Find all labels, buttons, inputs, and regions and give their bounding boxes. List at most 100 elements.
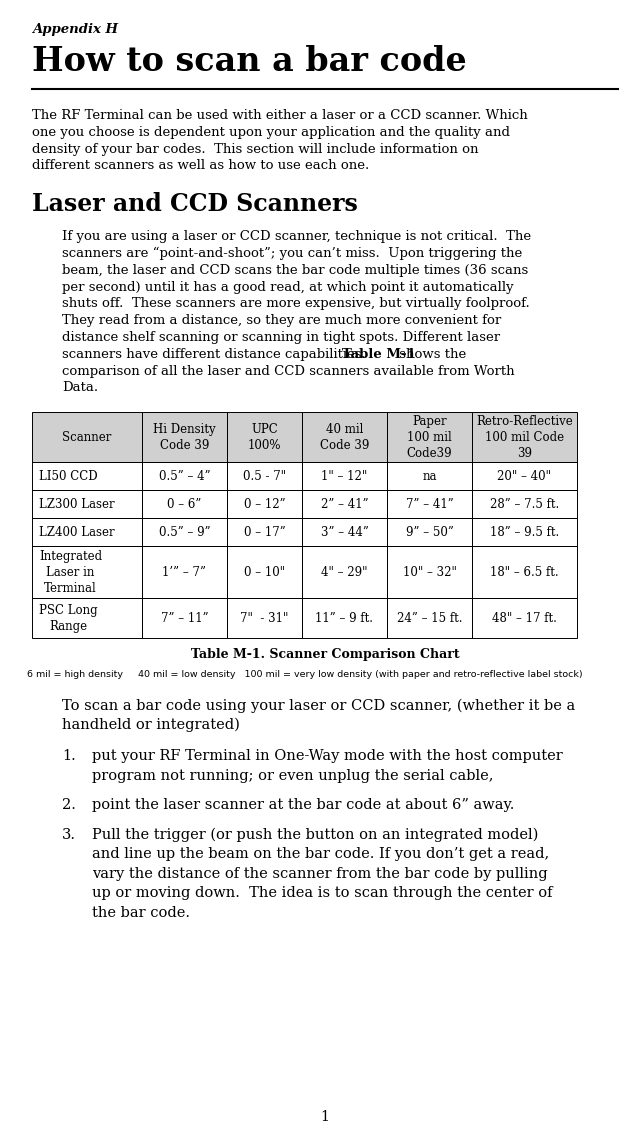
Bar [302, 412, 387, 462]
Text: per second) until it has a good read, at which point it automatically: per second) until it has a good read, at… [62, 281, 514, 294]
Text: handheld or integrated): handheld or integrated) [62, 718, 240, 732]
Text: 1: 1 [321, 1110, 330, 1124]
Bar [302, 546, 387, 599]
Bar [472, 599, 577, 638]
Text: 9” – 50”: 9” – 50” [406, 526, 453, 538]
Bar [302, 599, 387, 638]
Text: 0 – 12”: 0 – 12” [243, 497, 285, 511]
Text: 18” – 9.5 ft.: 18” – 9.5 ft. [490, 526, 559, 538]
Text: 24” – 15 ft.: 24” – 15 ft. [397, 612, 462, 625]
Text: 0 – 17”: 0 – 17” [243, 526, 285, 538]
Text: 4" – 29": 4" – 29" [321, 566, 368, 579]
Text: LZ300 Laser: LZ300 Laser [39, 497, 115, 511]
Text: If you are using a laser or CCD scanner, technique is not critical.  The: If you are using a laser or CCD scanner,… [62, 230, 531, 244]
Bar [32, 518, 142, 546]
Bar [387, 412, 472, 462]
Bar [227, 462, 302, 490]
Text: Paper
100 mil
Code39: Paper 100 mil Code39 [407, 414, 452, 460]
Text: 1’” – 7”: 1’” – 7” [162, 566, 207, 579]
Text: PSC Long
Range: PSC Long Range [39, 603, 98, 633]
Bar [472, 490, 577, 518]
Text: Scanner: Scanner [62, 430, 111, 444]
Bar [32, 412, 142, 462]
Bar [142, 599, 227, 638]
Text: 3” – 44”: 3” – 44” [321, 526, 368, 538]
Text: scanners are “point-and-shoot”; you can’t miss.  Upon triggering the: scanners are “point-and-shoot”; you can’… [62, 247, 522, 261]
Text: They read from a distance, so they are much more convenient for: They read from a distance, so they are m… [62, 314, 501, 328]
Bar [32, 462, 142, 490]
Text: 7” – 11”: 7” – 11” [161, 612, 208, 625]
Bar [302, 518, 387, 546]
Bar [472, 412, 577, 462]
Text: 2” – 41”: 2” – 41” [321, 497, 368, 511]
Text: Data.: Data. [62, 381, 98, 395]
Bar [387, 462, 472, 490]
Text: Integrated
Laser in
Terminal: Integrated Laser in Terminal [39, 550, 102, 595]
Bar [387, 518, 472, 546]
Bar [142, 518, 227, 546]
Text: shuts off.  These scanners are more expensive, but virtually foolproof.: shuts off. These scanners are more expen… [62, 297, 530, 311]
Text: beam, the laser and CCD scans the bar code multiple times (36 scans: beam, the laser and CCD scans the bar co… [62, 264, 528, 277]
Bar [387, 412, 472, 462]
Text: 0 – 10": 0 – 10" [244, 566, 285, 579]
Bar [142, 412, 227, 462]
Bar [302, 412, 387, 462]
Text: scanners have different distance capabilities.: scanners have different distance capabil… [62, 348, 370, 361]
Text: and line up the beam on the bar code. If you don’t get a read,: and line up the beam on the bar code. If… [92, 847, 549, 861]
Bar [32, 546, 142, 599]
Bar [142, 412, 227, 462]
Text: 28” – 7.5 ft.: 28” – 7.5 ft. [490, 497, 559, 511]
Text: 0.5 - 7": 0.5 - 7" [243, 470, 286, 483]
Text: shows the: shows the [395, 348, 466, 361]
Text: Hi Density
Code 39: Hi Density Code 39 [153, 422, 216, 452]
Text: How to scan a bar code: How to scan a bar code [32, 46, 467, 79]
Bar [472, 546, 577, 599]
Text: program not running; or even unplug the serial cable,: program not running; or even unplug the … [92, 768, 493, 783]
Text: 2.: 2. [62, 798, 76, 813]
Bar [472, 518, 577, 546]
Text: 7” – 41”: 7” – 41” [406, 497, 453, 511]
Text: 1" – 12": 1" – 12" [321, 470, 368, 483]
Text: point the laser scanner at the bar code at about 6” away.: point the laser scanner at the bar code … [92, 798, 515, 813]
Text: 7"  - 31": 7" - 31" [240, 612, 289, 625]
Bar [142, 546, 227, 599]
Text: up or moving down.  The idea is to scan through the center of: up or moving down. The idea is to scan t… [92, 887, 553, 900]
Text: Pull the trigger (or push the button on an integrated model): Pull the trigger (or push the button on … [92, 827, 538, 842]
Text: Retro-Reflective
100 mil Code
39: Retro-Reflective 100 mil Code 39 [476, 414, 573, 460]
Text: 0.5” – 9”: 0.5” – 9” [158, 526, 211, 538]
Text: Table M-1: Table M-1 [342, 348, 415, 361]
Text: 1.: 1. [62, 749, 76, 764]
Bar [227, 490, 302, 518]
Bar [472, 412, 577, 462]
Bar [32, 412, 142, 462]
Text: The RF Terminal can be used with either a laser or a CCD scanner. Which: The RF Terminal can be used with either … [32, 109, 527, 122]
Text: 10" – 32": 10" – 32" [402, 566, 457, 579]
Bar [32, 599, 142, 638]
Text: Table M-1. Scanner Comparison Chart: Table M-1. Scanner Comparison Chart [191, 649, 459, 661]
Bar [32, 490, 142, 518]
Bar [387, 546, 472, 599]
Text: the bar code.: the bar code. [92, 906, 190, 920]
Bar [227, 518, 302, 546]
Bar [227, 412, 302, 462]
Bar [387, 599, 472, 638]
Text: LI50 CCD: LI50 CCD [39, 470, 98, 483]
Bar [227, 412, 302, 462]
Text: 18" – 6.5 ft.: 18" – 6.5 ft. [490, 566, 559, 579]
Text: 3.: 3. [62, 827, 76, 842]
Bar [227, 546, 302, 599]
Text: distance shelf scanning or scanning in tight spots. Different laser: distance shelf scanning or scanning in t… [62, 331, 500, 344]
Text: 11” – 9 ft.: 11” – 9 ft. [316, 612, 374, 625]
Text: Laser and CCD Scanners: Laser and CCD Scanners [32, 192, 358, 216]
Text: To scan a bar code using your laser or CCD scanner, (whether it be a: To scan a bar code using your laser or C… [62, 699, 575, 712]
Text: 48" – 17 ft.: 48" – 17 ft. [492, 612, 557, 625]
Text: Appendix H: Appendix H [32, 23, 118, 36]
Text: LZ400 Laser: LZ400 Laser [39, 526, 115, 538]
Bar [142, 462, 227, 490]
Text: one you choose is dependent upon your application and the quality and: one you choose is dependent upon your ap… [32, 126, 510, 139]
Bar [227, 599, 302, 638]
Text: 20" – 40": 20" – 40" [498, 470, 551, 483]
Bar [302, 462, 387, 490]
Text: different scanners as well as how to use each one.: different scanners as well as how to use… [32, 159, 369, 172]
Text: 40 mil
Code 39: 40 mil Code 39 [320, 422, 369, 452]
